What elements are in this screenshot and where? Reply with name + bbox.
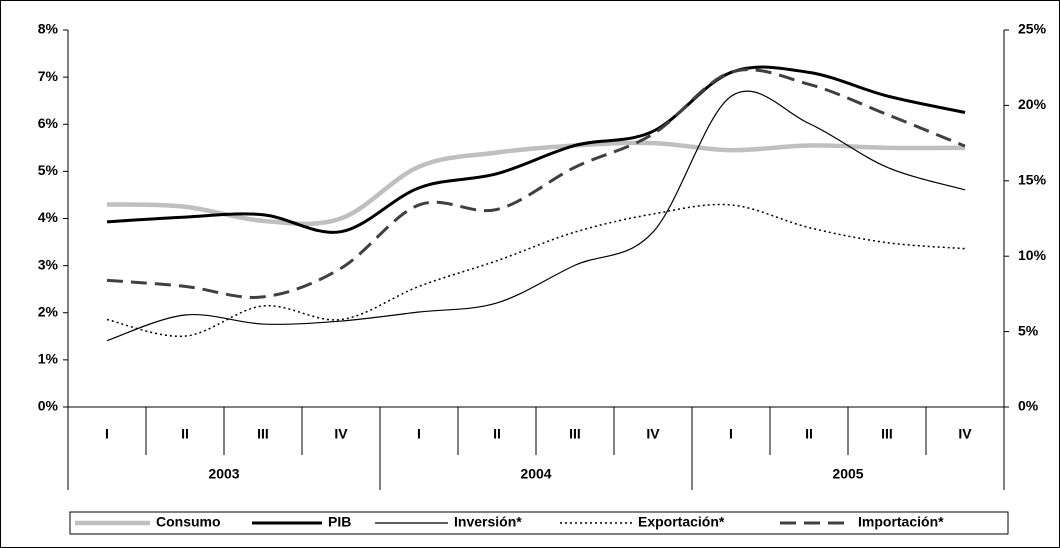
x-tick-label: I [729, 426, 733, 442]
series-line [106, 90, 966, 342]
x-tick-label: IV [334, 426, 348, 442]
x-tick-label: III [881, 426, 893, 442]
x-tick-label: IV [958, 426, 972, 442]
y-tick-label: 8% [38, 21, 59, 37]
y-tick-label: 3% [38, 256, 59, 272]
legend-box [69, 511, 1009, 535]
series-line [106, 68, 966, 299]
x-tick-label: II [805, 426, 813, 442]
legend-label: Inversión* [454, 514, 522, 530]
x-tick-label: IV [646, 426, 660, 442]
series-line [106, 203, 966, 338]
y-tick-label: 5% [38, 162, 59, 178]
y2-tick-label: 15% [1018, 172, 1047, 188]
y2-tick-label: 0% [1018, 398, 1039, 414]
legend-label: Consumo [156, 514, 221, 530]
x-tick-label: I [105, 426, 109, 442]
y-tick-label: 6% [38, 115, 59, 131]
group-label: 2004 [520, 466, 551, 482]
x-tick-label: II [493, 426, 501, 442]
y2-tick-label: 10% [1018, 247, 1047, 263]
group-label: 2003 [208, 466, 239, 482]
group-label: 2005 [832, 466, 863, 482]
x-tick-label: III [257, 426, 269, 442]
y2-tick-label: 25% [1018, 21, 1047, 37]
legend-label: PIB [328, 514, 351, 530]
y-tick-label: 7% [38, 68, 59, 84]
series-line [106, 65, 966, 234]
x-tick-label: II [181, 426, 189, 442]
legend-label: Exportación* [638, 514, 725, 530]
y-tick-label: 1% [38, 351, 59, 367]
y-tick-label: 0% [38, 398, 59, 414]
legend-label: Importación* [858, 514, 944, 530]
x-tick-label: III [569, 426, 581, 442]
y-tick-label: 2% [38, 303, 59, 319]
series-line [106, 140, 966, 227]
y2-tick-label: 5% [1018, 322, 1039, 338]
x-tick-label: I [417, 426, 421, 442]
y-tick-label: 4% [38, 209, 59, 225]
y2-tick-label: 20% [1018, 96, 1047, 112]
